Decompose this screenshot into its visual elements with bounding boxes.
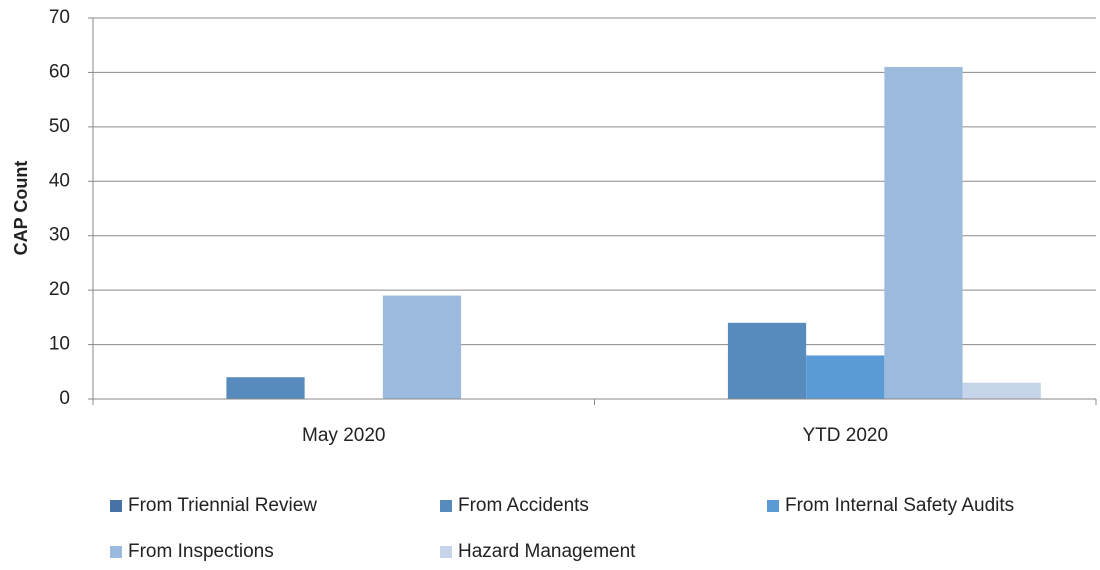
legend-swatch [440, 500, 452, 512]
legend-swatch [440, 546, 452, 558]
bar [962, 382, 1041, 399]
legend-label: From Triennial Review [128, 495, 317, 516]
legend-swatch [767, 500, 779, 512]
bar [727, 322, 807, 399]
y-tick-label: 40 [49, 170, 70, 191]
y-tick-label: 60 [49, 61, 70, 82]
legend-label: From Inspections [128, 541, 274, 562]
y-tick-label: 20 [49, 279, 70, 300]
y-tick-label: 0 [59, 388, 70, 409]
y-tick-label: 50 [49, 116, 70, 137]
legend-label: Hazard Management [458, 541, 636, 562]
y-tick-label: 10 [49, 334, 70, 355]
x-tick-label: YTD 2020 [802, 425, 888, 446]
legend-label: From Accidents [458, 495, 589, 516]
bar [884, 66, 963, 399]
y-tick-label: 70 [49, 7, 70, 28]
bar [226, 377, 305, 399]
x-tick-label: May 2020 [302, 425, 385, 446]
y-axis-title: CAP Count [11, 161, 31, 256]
y-tick-label: 30 [49, 225, 70, 246]
legend-swatch [110, 500, 122, 512]
legend-swatch [110, 546, 122, 558]
bar [382, 295, 462, 399]
legend-label: From Internal Safety Audits [785, 495, 1014, 516]
bar [806, 355, 885, 399]
